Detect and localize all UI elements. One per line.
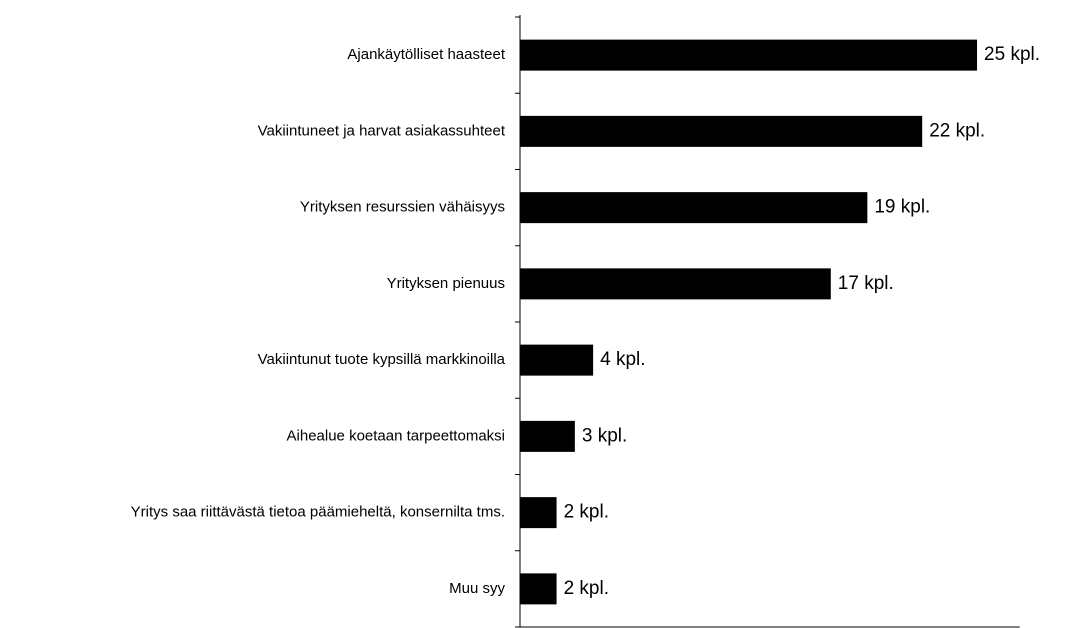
y-tick-label: Vakiintunut tuote kypsillä markkinoilla	[258, 351, 506, 368]
y-tick-label: Muu syy	[449, 580, 505, 597]
value-label: 25 kpl.	[984, 44, 1040, 65]
bar	[520, 573, 557, 605]
y-tick-label: Yrityksen pienuus	[387, 275, 505, 292]
bar	[520, 115, 923, 147]
label-line: Aihealue koetaan tarpeettomaksi	[287, 427, 505, 444]
value-label: 4 kpl.	[600, 349, 645, 370]
value-label: 19 kpl.	[874, 197, 930, 218]
y-tick-label: Ajankäytölliset haasteet	[347, 46, 505, 63]
value-label: 3 kpl.	[582, 425, 627, 446]
bar	[520, 192, 868, 224]
label-line: Ajankäytölliset haasteet	[347, 46, 505, 63]
label-line: Yrityksen resurssien vähäisyys	[300, 199, 505, 216]
bar	[520, 268, 831, 300]
label-line: Vakiintuneet ja harvat asiakassuhteet	[258, 122, 506, 139]
value-label: 22 kpl.	[929, 120, 985, 141]
label-line: Vakiintunut tuote kypsillä markkinoilla	[258, 351, 506, 368]
label-line: Yritys saa riittävästä tietoa päämiehelt…	[131, 504, 505, 521]
value-label: 2 kpl.	[564, 502, 609, 523]
label-line: Muu syy	[449, 580, 505, 597]
label-line: Yrityksen pienuus	[387, 275, 505, 292]
y-tick-label: Yritys saa riittävästä tietoa päämiehelt…	[131, 504, 505, 521]
bar	[520, 420, 575, 452]
value-label: 2 kpl.	[564, 578, 609, 599]
y-tick-label: Vakiintuneet ja harvat asiakassuhteet	[258, 122, 506, 139]
bar	[520, 39, 978, 71]
y-tick-label: Aihealue koetaan tarpeettomaksi	[287, 427, 505, 444]
bar	[520, 344, 594, 376]
bar	[520, 497, 557, 529]
value-label: 17 kpl.	[838, 273, 894, 294]
y-tick-label: Yrityksen resurssien vähäisyys	[300, 199, 505, 216]
